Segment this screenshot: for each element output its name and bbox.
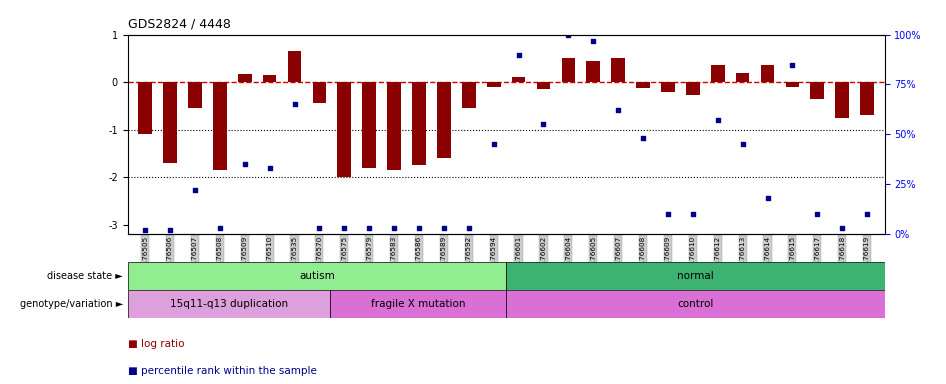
Bar [128,290,329,318]
Bar [811,82,824,99]
Point [163,227,178,233]
Bar [338,82,351,177]
Bar [710,65,725,82]
Bar [312,82,326,104]
Text: fragile X mutation: fragile X mutation [371,299,465,309]
Point [735,141,750,147]
Bar [860,82,874,115]
Bar [736,73,749,82]
Bar [412,82,426,165]
Point [387,225,402,231]
Bar [128,262,506,290]
Bar [506,262,885,290]
Text: normal: normal [677,271,713,281]
Point [412,225,427,231]
Point [137,227,152,233]
Point [212,225,227,231]
Point [361,225,377,231]
Point [660,211,675,217]
Bar [462,82,476,108]
Bar [506,290,885,318]
Point [262,165,277,171]
Point [187,187,202,194]
Point [685,211,700,217]
Point [436,225,451,231]
Point [760,195,775,201]
Bar [611,58,625,82]
Bar [661,82,674,92]
Bar [536,82,551,89]
Bar [362,82,377,168]
Point [486,141,501,147]
Text: control: control [677,299,713,309]
Bar [587,61,600,82]
Text: disease state ►: disease state ► [47,271,123,281]
Text: genotype/variation ►: genotype/variation ► [20,299,123,309]
Bar [562,58,575,82]
Point [312,225,327,231]
Bar [138,82,152,134]
Bar [785,82,799,87]
Point [710,118,726,124]
Point [636,135,651,141]
Bar [512,77,525,82]
Point [462,225,477,231]
Text: GDS2824 / 4448: GDS2824 / 4448 [128,17,231,30]
Point [586,38,601,44]
Bar [487,82,500,87]
Point [287,101,302,108]
Bar [164,82,177,163]
Text: ■ log ratio: ■ log ratio [128,339,184,349]
Point [785,61,800,68]
Bar [288,51,302,82]
Bar [761,65,775,82]
Bar [636,82,650,88]
Point [337,225,352,231]
Bar [263,75,276,82]
Point [561,31,576,38]
Text: 15q11-q13 duplication: 15q11-q13 duplication [169,299,288,309]
Bar [835,82,850,118]
Bar [437,82,450,158]
Point [511,51,526,58]
Bar [188,82,201,108]
Bar [329,290,506,318]
Text: ■ percentile rank within the sample: ■ percentile rank within the sample [128,366,317,376]
Bar [237,74,252,82]
Bar [686,82,700,95]
Point [237,161,253,167]
Point [610,108,625,114]
Text: autism: autism [299,271,335,281]
Bar [213,82,227,170]
Point [834,225,850,231]
Point [535,121,551,127]
Bar [387,82,401,170]
Point [860,211,875,217]
Point [810,211,825,217]
